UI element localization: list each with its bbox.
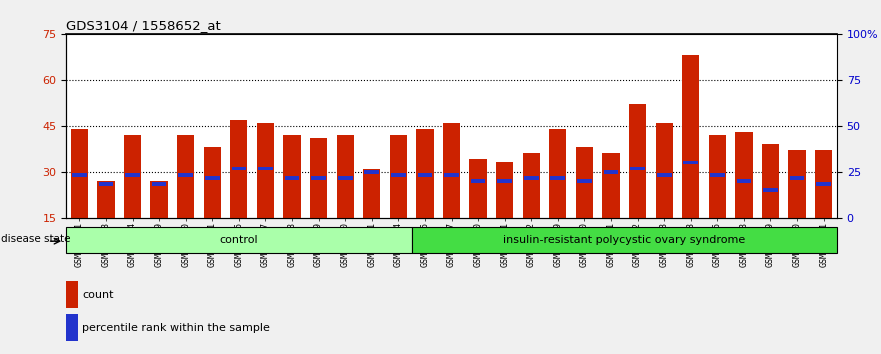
Text: GDS3104 / 1558652_at: GDS3104 / 1558652_at: [66, 19, 221, 33]
Bar: [710, 173, 725, 177]
Bar: [577, 179, 592, 183]
Bar: [359, 34, 385, 218]
Bar: [498, 179, 512, 183]
Bar: [411, 34, 438, 218]
Bar: [97, 181, 115, 218]
Bar: [597, 34, 625, 218]
Bar: [411, 227, 837, 253]
Bar: [524, 176, 538, 180]
Bar: [252, 34, 278, 218]
Bar: [438, 34, 465, 218]
Bar: [736, 132, 752, 218]
Bar: [522, 153, 540, 218]
Bar: [178, 173, 193, 177]
Bar: [470, 159, 486, 218]
Bar: [72, 173, 86, 177]
Bar: [152, 182, 167, 186]
Bar: [230, 120, 248, 218]
Bar: [571, 34, 597, 218]
Bar: [125, 173, 140, 177]
Text: insulin-resistant polycystic ovary syndrome: insulin-resistant polycystic ovary syndr…: [503, 235, 745, 245]
Bar: [551, 176, 566, 180]
Bar: [625, 34, 651, 218]
Bar: [99, 182, 114, 186]
Bar: [677, 34, 704, 218]
Bar: [66, 314, 78, 341]
Bar: [762, 144, 779, 218]
Bar: [278, 34, 306, 218]
Bar: [704, 34, 730, 218]
Bar: [417, 129, 433, 218]
Bar: [232, 167, 246, 171]
Bar: [684, 161, 698, 164]
Bar: [151, 181, 167, 218]
Bar: [284, 135, 300, 218]
Bar: [177, 135, 195, 218]
Bar: [629, 104, 647, 218]
Bar: [66, 281, 78, 308]
Bar: [385, 34, 411, 218]
Text: count: count: [82, 290, 114, 299]
Bar: [682, 55, 700, 218]
Bar: [817, 182, 831, 186]
Text: control: control: [219, 235, 258, 245]
Bar: [256, 122, 274, 218]
Bar: [576, 147, 593, 218]
Bar: [737, 179, 751, 183]
Bar: [757, 34, 784, 218]
Bar: [173, 34, 199, 218]
Bar: [544, 34, 571, 218]
Bar: [418, 173, 433, 177]
Bar: [204, 147, 221, 218]
Bar: [258, 167, 273, 171]
Bar: [199, 34, 226, 218]
Bar: [651, 34, 677, 218]
Bar: [465, 34, 492, 218]
Bar: [285, 176, 300, 180]
Bar: [730, 34, 757, 218]
Bar: [310, 138, 327, 218]
Bar: [124, 135, 141, 218]
Bar: [784, 34, 811, 218]
Bar: [788, 150, 806, 218]
Bar: [496, 162, 514, 218]
Bar: [226, 34, 252, 218]
Bar: [337, 176, 352, 180]
Bar: [337, 135, 354, 218]
Bar: [763, 188, 778, 192]
Bar: [93, 34, 119, 218]
Bar: [630, 167, 645, 171]
Bar: [811, 34, 837, 218]
Bar: [657, 173, 671, 177]
Bar: [365, 170, 379, 173]
Bar: [311, 176, 326, 180]
Bar: [603, 153, 619, 218]
Bar: [66, 34, 93, 218]
Bar: [492, 34, 518, 218]
Bar: [332, 34, 359, 218]
Text: percentile rank within the sample: percentile rank within the sample: [82, 323, 270, 333]
Bar: [306, 34, 332, 218]
Bar: [391, 173, 405, 177]
Bar: [815, 150, 833, 218]
Bar: [789, 176, 804, 180]
Bar: [363, 169, 381, 218]
Bar: [655, 122, 673, 218]
Text: disease state: disease state: [2, 234, 70, 244]
Bar: [389, 135, 407, 218]
Bar: [549, 129, 566, 218]
Bar: [119, 34, 146, 218]
Bar: [66, 227, 411, 253]
Bar: [708, 135, 726, 218]
Bar: [444, 173, 459, 177]
Bar: [470, 179, 485, 183]
Bar: [443, 122, 460, 218]
Bar: [603, 170, 618, 173]
Bar: [518, 34, 544, 218]
Bar: [205, 176, 219, 180]
Bar: [146, 34, 173, 218]
Bar: [70, 129, 88, 218]
